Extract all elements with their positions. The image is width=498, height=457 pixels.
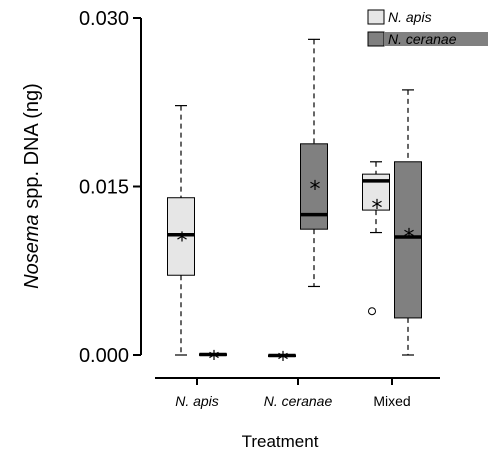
box-n-ceranae: * <box>394 89 422 356</box>
x-tick-label: N. ceranae <box>264 393 333 409</box>
box-n-apis: * <box>268 349 296 374</box>
mean-marker: * <box>209 347 220 372</box>
boxes: * * * * * * <box>167 38 422 374</box>
y-axis-title: Nosema spp. DNA (ng) <box>21 83 43 289</box>
y-tick-label: 0.000 <box>79 345 129 367</box>
y-axis-title-rest: spp. DNA (ng) <box>21 83 43 214</box>
x-axis: N. apis N. ceranae Mixed <box>155 377 440 409</box>
y-tick-label: 0.015 <box>79 177 129 199</box>
x-axis-title: Treatment <box>242 432 319 451</box>
y-axis-title-italic: Nosema <box>21 214 43 288</box>
outlier-point <box>368 307 376 316</box>
mean-marker: * <box>404 226 415 251</box>
legend-swatch <box>367 31 385 47</box>
box-n-ceranae: * <box>199 347 227 372</box>
legend-highlight <box>384 32 488 46</box>
iqr-box <box>394 161 422 319</box>
mean-marker: * <box>177 229 188 254</box>
box-n-apis: * <box>362 161 390 316</box>
legend-label: N. ceranae <box>388 31 457 47</box>
mean-marker: * <box>278 349 289 374</box>
box-n-apis: * <box>167 105 195 356</box>
mean-marker: * <box>310 177 321 202</box>
legend-label: N. apis <box>388 9 432 25</box>
legend: N. apis N. ceranae <box>367 9 488 47</box>
box-n-ceranae: * <box>300 38 328 288</box>
x-tick-label: N. apis <box>175 393 219 409</box>
x-tick-label: Mixed <box>373 393 410 409</box>
legend-swatch <box>367 9 385 25</box>
y-tick-label: 0.030 <box>79 8 129 30</box>
y-axis: 0.000 0.015 0.030 <box>79 8 142 367</box>
mean-marker: * <box>372 196 383 221</box>
